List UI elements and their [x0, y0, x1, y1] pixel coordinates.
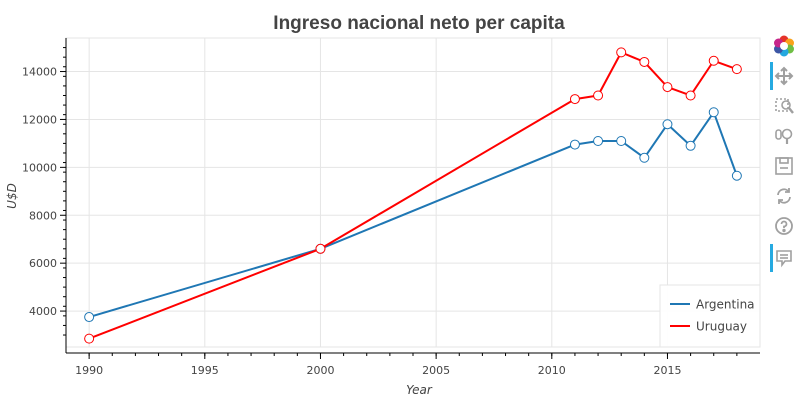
data-point [593, 90, 604, 101]
data-point [708, 107, 719, 118]
x-tick-label: 1995 [191, 364, 219, 377]
data-point [616, 47, 627, 58]
data-point [662, 119, 673, 130]
y-tick-label: 10000 [22, 161, 57, 174]
y-tick-label: 6000 [29, 257, 57, 270]
series-line [88, 111, 738, 319]
box-zoom-icon[interactable] [770, 92, 798, 120]
wheel-zoom-icon[interactable] [770, 122, 798, 150]
y-axis-ticks: 4000 6000 8000 10000 12000 14000 [22, 47, 66, 336]
hover-icon[interactable] [770, 244, 798, 272]
x-tick-label: 2010 [538, 364, 566, 377]
data-point [616, 136, 627, 146]
series-line [88, 51, 738, 340]
series-layer [84, 47, 742, 344]
x-axis-label: Year [406, 383, 433, 397]
y-tick-label: 14000 [22, 66, 57, 79]
data-point [685, 140, 696, 151]
legend-label: Uruguay [696, 320, 747, 334]
data-point [593, 136, 604, 146]
data-point [731, 64, 742, 75]
x-tick-label: 2005 [422, 364, 450, 377]
x-axis-ticks: 1990 1995 2000 2005 2010 2015 [75, 353, 738, 377]
data-point [569, 139, 580, 150]
chart-title: Ingreso nacional neto per capita [273, 13, 565, 34]
y-tick-label: 4000 [29, 305, 57, 318]
legend-box [659, 284, 761, 348]
toolbar [768, 30, 800, 290]
data-point [639, 56, 650, 67]
y-tick-label: 8000 [29, 209, 57, 222]
x-tick-label: 1990 [75, 364, 103, 377]
plot-frame [65, 37, 761, 348]
pan-icon[interactable] [770, 62, 798, 90]
data-point [731, 170, 742, 181]
legend-label: Argentina [696, 298, 755, 312]
x-tick-label: 2000 [306, 364, 334, 377]
data-point [639, 152, 650, 163]
y-tick-label: 12000 [22, 113, 57, 126]
legend: Argentina Uruguay [659, 284, 761, 348]
data-point [685, 90, 696, 101]
grid [66, 38, 760, 347]
data-point [569, 94, 580, 105]
data-point [84, 333, 95, 344]
help-icon[interactable] [770, 212, 798, 240]
bokeh-logo-icon[interactable] [770, 32, 798, 60]
data-point [84, 312, 95, 323]
reset-icon[interactable] [770, 182, 798, 210]
data-point [662, 82, 673, 93]
x-tick-label: 2015 [653, 364, 681, 377]
series-uruguay [84, 47, 742, 344]
y-axis-label: U$D [5, 183, 19, 209]
data-point [315, 243, 326, 254]
series-argentina [84, 107, 742, 323]
data-point [708, 55, 719, 66]
save-icon[interactable] [770, 152, 798, 180]
